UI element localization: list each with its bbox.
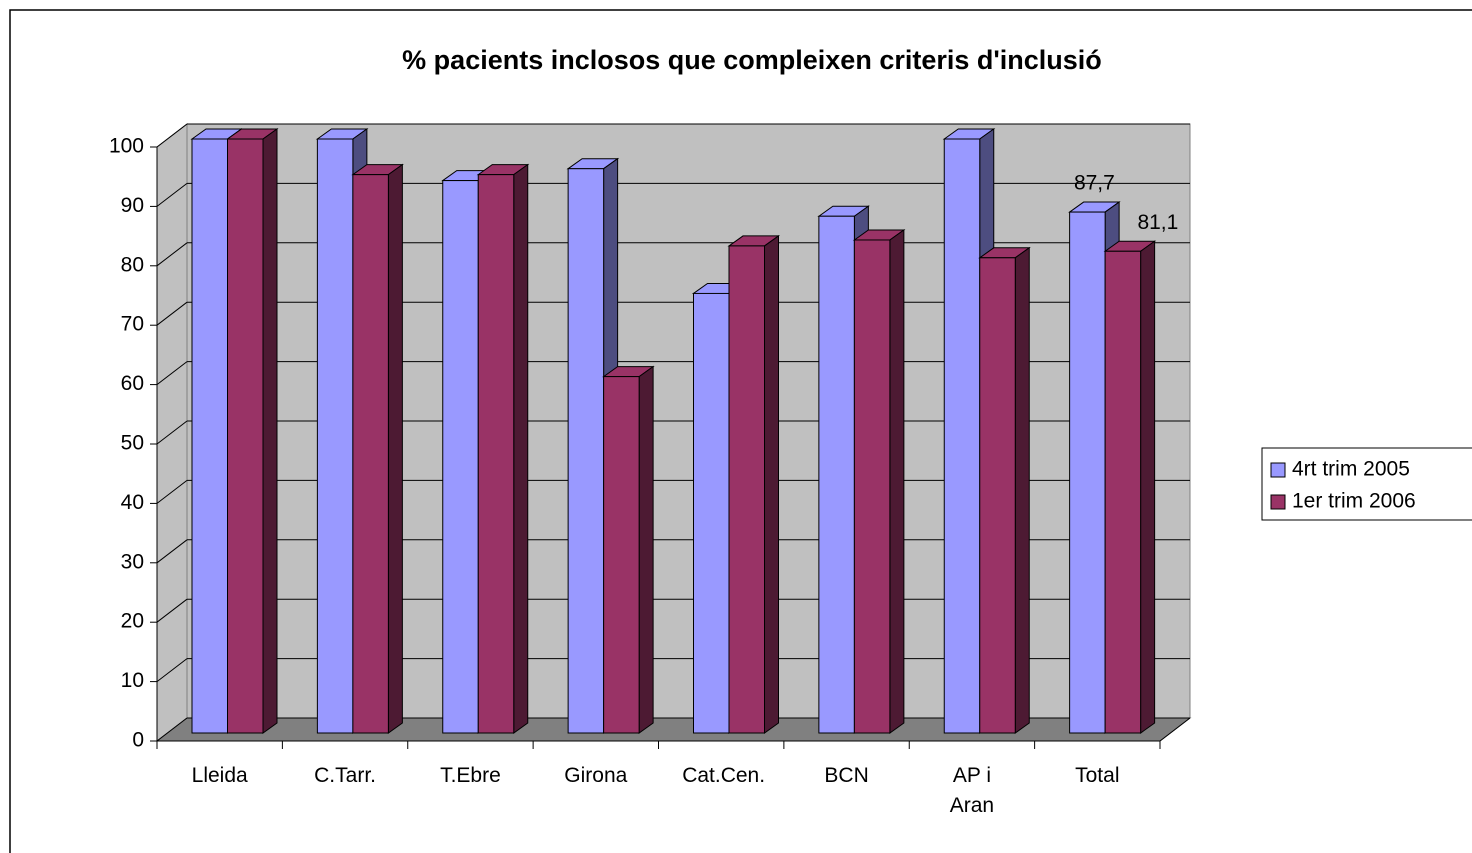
x-tick-label: Cat.Cen. bbox=[682, 764, 766, 787]
bar-front bbox=[227, 138, 264, 734]
y-tick-label: 30 bbox=[121, 550, 144, 573]
x-tick-label: BCN bbox=[824, 764, 869, 787]
bar bbox=[602, 365, 655, 734]
grid-line bbox=[156, 598, 188, 623]
grid-line bbox=[156, 658, 188, 682]
y-tick-label: 80 bbox=[121, 253, 144, 276]
grid-line bbox=[156, 717, 188, 742]
y-tick-label: 10 bbox=[121, 669, 144, 692]
bar-front bbox=[818, 215, 855, 734]
bar-side bbox=[513, 163, 529, 734]
bar-front bbox=[979, 257, 1016, 734]
x-tick-label: AP i Aran bbox=[949, 764, 995, 817]
bar-side bbox=[1014, 246, 1030, 734]
y-tick-label: 100 bbox=[109, 135, 144, 158]
bar-front bbox=[728, 245, 765, 734]
bar-side bbox=[889, 229, 905, 734]
bar bbox=[225, 128, 279, 734]
bar-front bbox=[943, 138, 981, 734]
grid-line bbox=[156, 361, 188, 385]
bar-front bbox=[352, 174, 389, 734]
legend-swatch bbox=[1270, 462, 1286, 478]
bar-front bbox=[191, 138, 228, 734]
y-tick-label: 40 bbox=[121, 491, 144, 514]
legend bbox=[1261, 447, 1472, 521]
bar-front bbox=[1069, 211, 1106, 734]
bar-front bbox=[1104, 250, 1142, 734]
bar-front bbox=[477, 174, 515, 734]
bar-side bbox=[764, 234, 779, 734]
bar bbox=[852, 229, 906, 734]
bar-front bbox=[603, 376, 640, 734]
bar-side bbox=[638, 365, 654, 734]
legend-swatch bbox=[1270, 494, 1286, 510]
legend-label: 1er trim 2006 bbox=[1292, 490, 1416, 513]
grid-line bbox=[156, 480, 188, 504]
chart-title: % pacients inclosos que compleixen crite… bbox=[402, 45, 1102, 75]
x-tick-label: C.Tarr. bbox=[314, 764, 376, 787]
grid-line bbox=[156, 183, 188, 207]
bar-front bbox=[567, 168, 605, 734]
bar-side bbox=[1140, 240, 1156, 734]
bar bbox=[351, 163, 404, 734]
grid-line bbox=[156, 420, 188, 445]
bar bbox=[1103, 240, 1157, 734]
bar-side bbox=[387, 163, 403, 734]
x-tick-label: Total bbox=[1075, 764, 1120, 787]
value-label: 87,7 bbox=[1074, 172, 1115, 195]
grid-line bbox=[156, 242, 188, 267]
y-tick-label: 0 bbox=[132, 729, 144, 752]
bar-front bbox=[693, 292, 730, 734]
bar-side bbox=[262, 128, 278, 734]
x-tick-label: T.Ebre bbox=[440, 764, 501, 787]
value-label: 81,1 bbox=[1137, 211, 1178, 234]
x-tick-label: Girona bbox=[564, 764, 628, 787]
y-tick-label: 20 bbox=[121, 610, 144, 633]
y-tick-label: 70 bbox=[121, 313, 144, 336]
y-tick-label: 50 bbox=[121, 432, 144, 455]
bar bbox=[978, 246, 1031, 734]
floor-edge bbox=[1159, 717, 1191, 742]
bar bbox=[727, 234, 781, 734]
bar-front bbox=[442, 180, 479, 734]
bar bbox=[476, 163, 530, 734]
bar-front bbox=[316, 138, 354, 734]
x-tick-label: Lleida bbox=[191, 764, 248, 787]
grid-line bbox=[156, 539, 188, 564]
y-tick-label: 60 bbox=[121, 372, 144, 395]
grid-line bbox=[156, 301, 188, 326]
legend-label: 4rt trim 2005 bbox=[1292, 458, 1410, 481]
y-tick-label: 90 bbox=[121, 194, 144, 217]
bar-front bbox=[853, 239, 891, 734]
floor bbox=[155, 717, 1192, 742]
grid-line bbox=[156, 123, 188, 148]
